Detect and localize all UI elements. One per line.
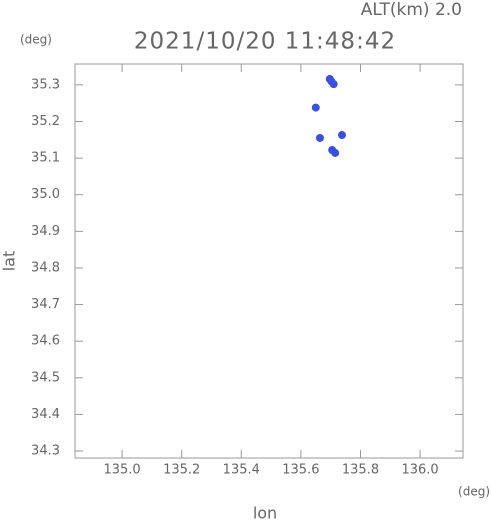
x-tick-label: 136.0 <box>401 463 438 478</box>
x-unit: (deg) <box>458 485 490 499</box>
x-tick-label: 135.0 <box>103 463 140 478</box>
y-unit: (deg) <box>20 33 52 47</box>
y-tick-label: 34.3 <box>31 444 60 459</box>
y-axis-label: lat <box>0 251 19 272</box>
echo-point <box>315 133 324 142</box>
altitude-label: ALT(km) 2.0 <box>361 0 462 20</box>
echo-point <box>338 131 347 140</box>
echo-point <box>329 80 338 89</box>
y-tick-label: 34.7 <box>31 297 60 312</box>
y-tick-label: 35.1 <box>31 151 60 166</box>
y-tick-label: 34.6 <box>31 334 60 349</box>
y-tick-label: 34.8 <box>31 260 60 275</box>
chart-title: 2021/10/20 11:48:42 <box>134 29 396 55</box>
y-tick-label: 35.3 <box>31 77 60 92</box>
x-tick-label: 135.2 <box>163 463 200 478</box>
echo-point <box>331 148 340 157</box>
y-tick-label: 34.9 <box>31 224 60 239</box>
x-axis-label: lon <box>253 504 277 521</box>
x-tick-label: 135.6 <box>282 463 319 478</box>
x-tick-label: 135.8 <box>342 463 379 478</box>
y-tick-label: 35.2 <box>31 114 60 129</box>
y-tick-label: 34.4 <box>31 407 60 422</box>
y-tick-label: 34.5 <box>31 370 60 385</box>
y-tick-label: 35.0 <box>31 187 60 202</box>
x-tick-label: 135.4 <box>223 463 260 478</box>
echo-point <box>311 103 320 112</box>
plot-frame <box>74 63 464 459</box>
